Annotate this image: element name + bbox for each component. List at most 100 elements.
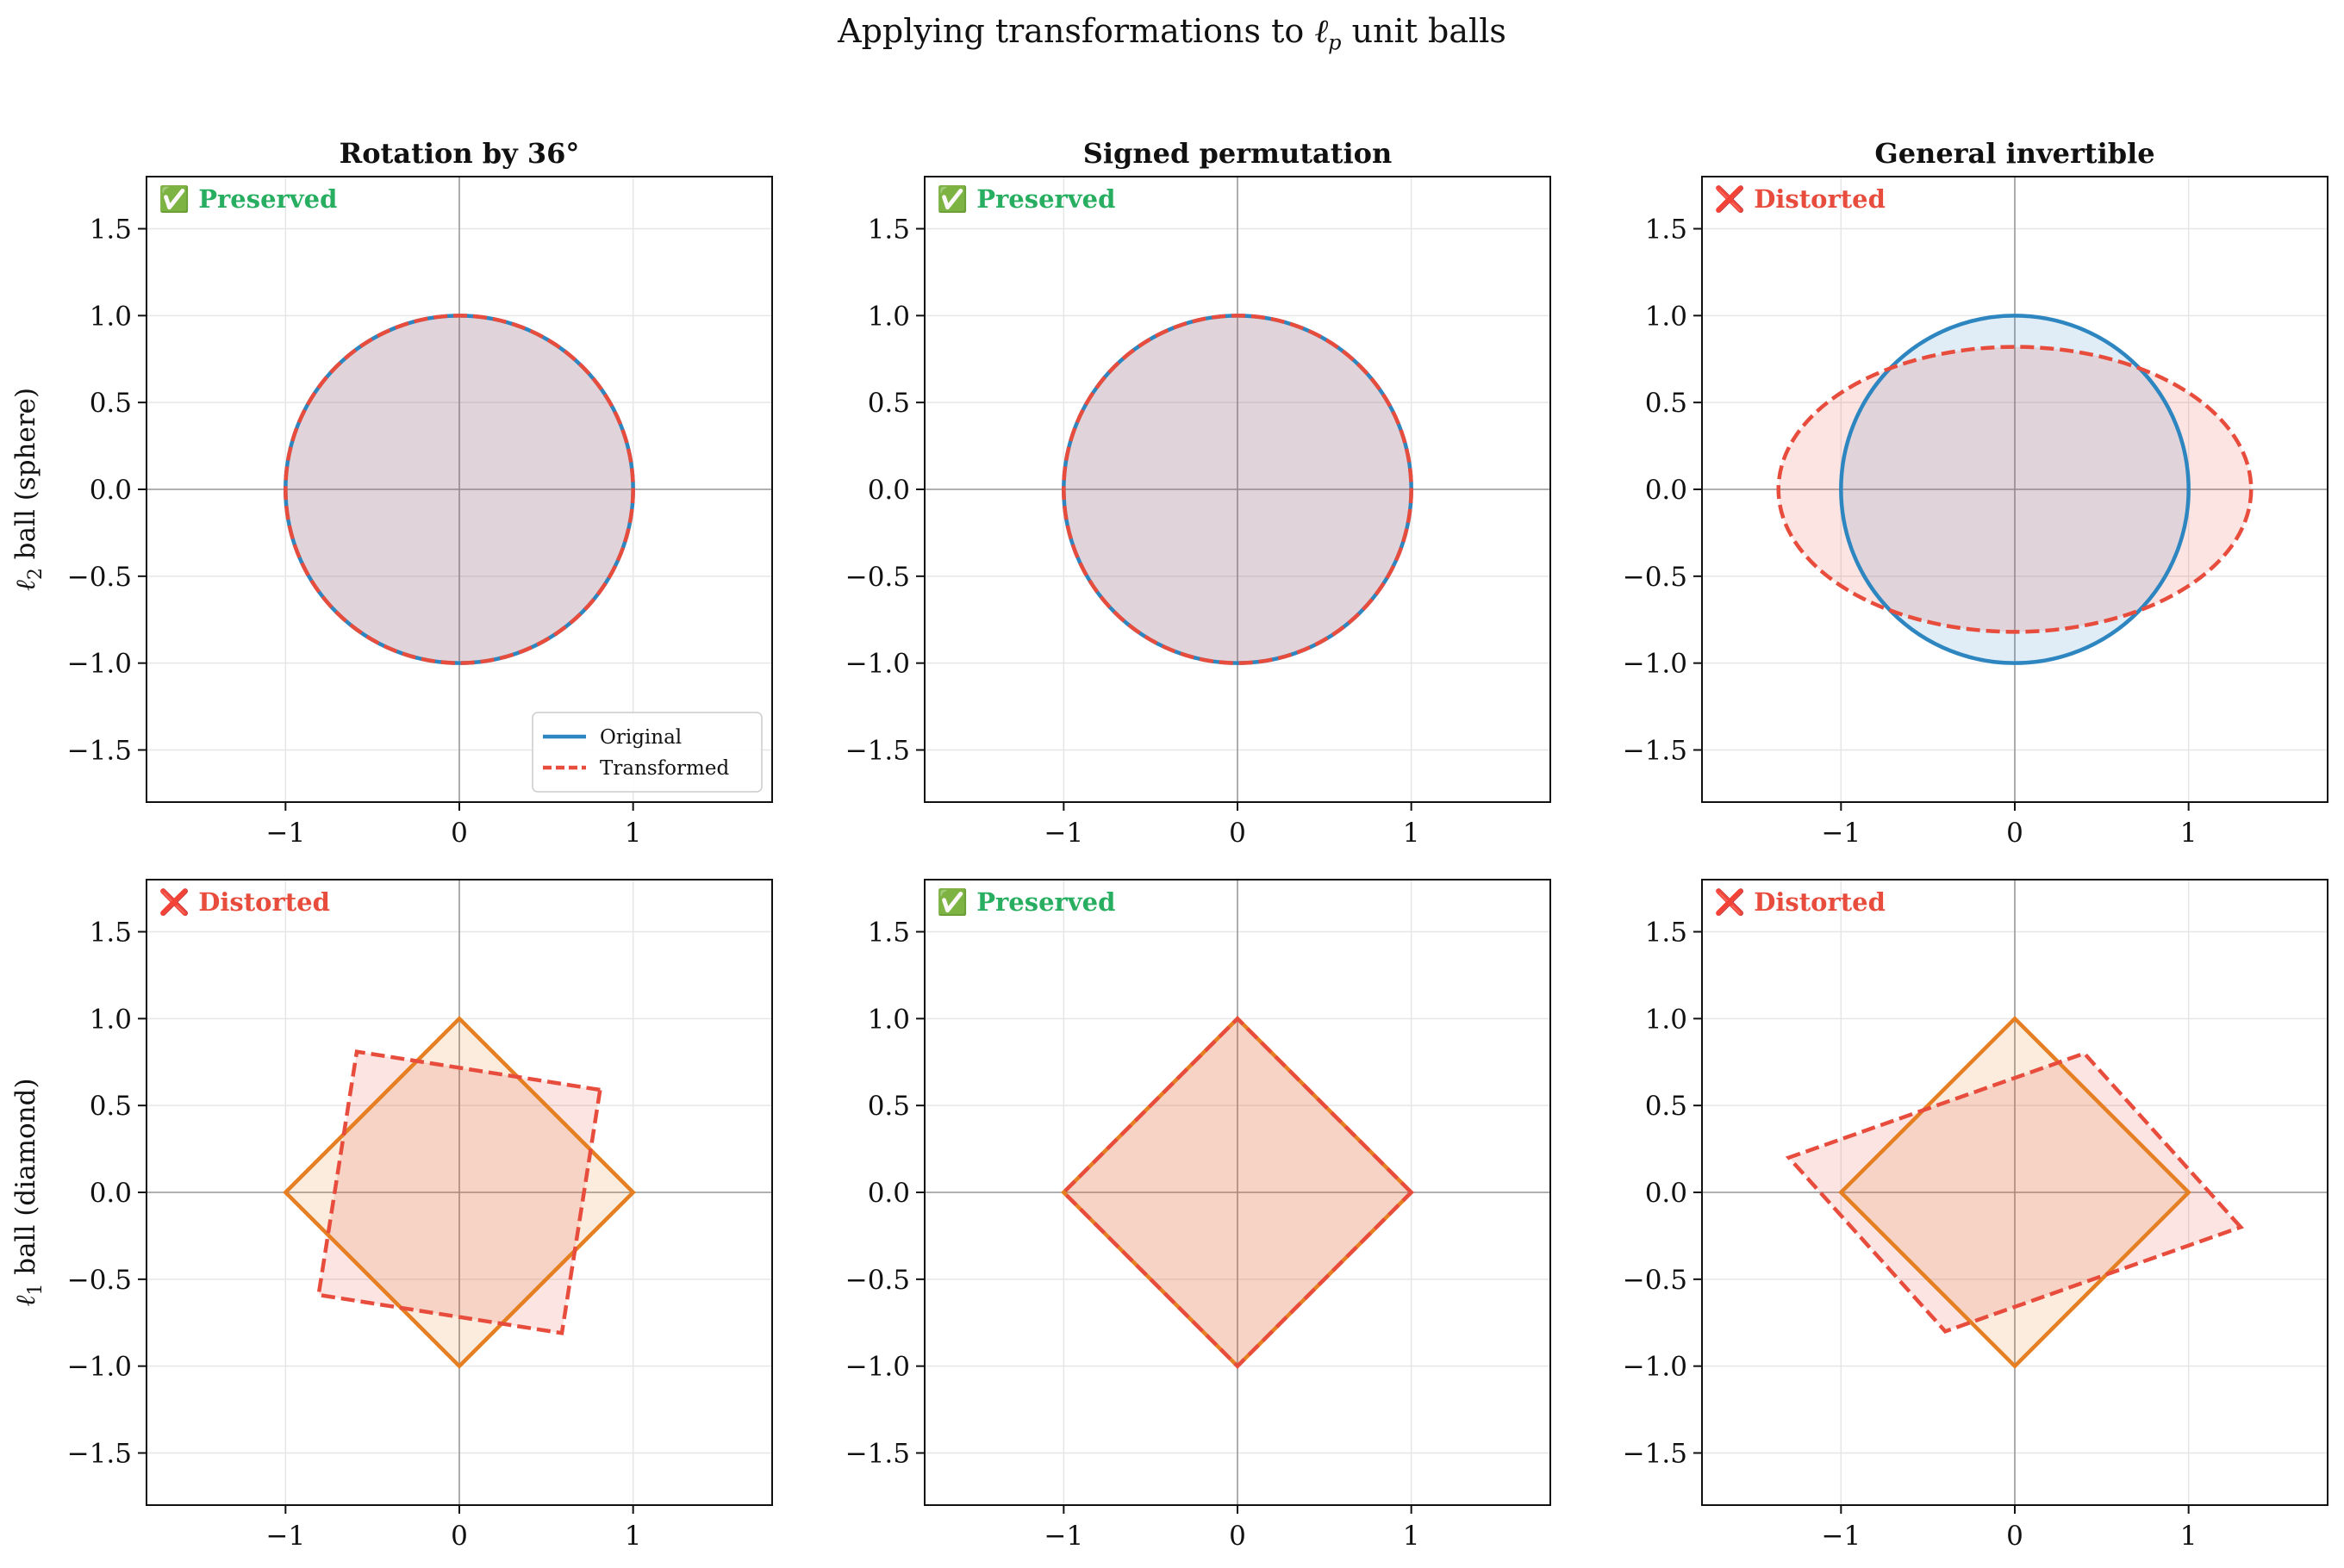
y-tick-label: −1.0	[845, 649, 910, 680]
check-icon: ✅	[937, 184, 976, 214]
x-tick-label: −1	[1044, 818, 1083, 849]
y-tick-label: 0.0	[1645, 475, 1687, 506]
x-tick-label: 0	[2006, 1521, 2023, 1552]
transformed-diamond-outline	[316, 1049, 602, 1335]
y-tick-label: 0.5	[90, 1091, 132, 1122]
x-tick-label: 0	[1229, 818, 1246, 849]
row-label: ℓ1 ball (diamond)	[10, 1078, 47, 1306]
y-tick-label: −1.5	[845, 1439, 910, 1470]
cross-icon: ❌	[1714, 887, 1754, 918]
y-tick-label: 1.0	[868, 1004, 910, 1035]
row-label-text: ball (diamond)	[10, 1078, 41, 1283]
transformed-diamond-outline	[1785, 1051, 2245, 1334]
y-tick-label: −0.5	[1623, 1265, 1687, 1296]
row-label-sub: 1	[25, 1284, 47, 1296]
y-tick-label: −0.5	[845, 562, 910, 593]
x-tick-label: 0	[451, 818, 468, 849]
row-label-ell: ℓ	[10, 1296, 41, 1307]
panel-r1-c1-plot-area	[925, 880, 1550, 1505]
y-tick-label: 0.0	[868, 1178, 910, 1209]
status-badge: ✅ Preserved	[937, 887, 1115, 917]
original-circle-fill	[1841, 315, 2189, 663]
original-circle-fill	[285, 315, 633, 663]
y-tick-label: −1.5	[1623, 736, 1687, 767]
panel-r1-c0: −1 0 1 −1.5 −1.0 −0.5 0.0 0.5 1.0 1.5 ❌ Distorted ℓ…	[10, 879, 773, 1552]
transformed-circle-fill	[1778, 346, 2252, 632]
x-tick-label: 0	[2006, 818, 2023, 849]
y-tick-label: 1.5	[1645, 215, 1687, 246]
y-tick-label: 0.5	[1645, 388, 1687, 419]
transformed-circle-fill	[285, 315, 633, 663]
status-label: Distorted	[1754, 184, 1886, 214]
transformed-circle-outline	[284, 314, 635, 665]
x-tick-label: −1	[1821, 1521, 1861, 1552]
legend: Original Transformed	[532, 712, 763, 793]
status-badge: ✅ Preserved	[937, 184, 1115, 214]
x-tick-label: 1	[1403, 1521, 1420, 1552]
panel-r0-c1: −1 0 1 −1.5 −1.0 −0.5 0.0 0.5 1.0 1.5 Signed permu…	[845, 137, 1551, 849]
y-tick-label: −1.0	[1623, 1352, 1687, 1383]
transformed-circle-outline	[1062, 314, 1413, 665]
y-tick-label: 0.0	[868, 475, 910, 506]
check-icon: ✅	[937, 887, 976, 917]
suptitle-prefix: Applying transformations to	[838, 12, 1315, 50]
panel-r0-c1-plot-area	[925, 177, 1550, 802]
cross-icon: ❌	[159, 887, 198, 918]
x-tick-label: 0	[1229, 1521, 1246, 1552]
y-tick-label: −1.0	[1623, 649, 1687, 680]
y-tick-label: 0.5	[1645, 1091, 1687, 1122]
y-tick-label: −1.0	[845, 1352, 910, 1383]
transformed-circle-outline	[1776, 345, 2254, 634]
status-label: Distorted	[198, 887, 330, 917]
panel-r1-c1: −1 0 1 −1.5 −1.0 −0.5 0.0 0.5 1.0 1.5 ✅ Preserved	[845, 879, 1551, 1552]
panel-r1-c0-plot-area	[146, 880, 772, 1505]
row-label-ell: ℓ	[10, 580, 41, 591]
y-tick-label: 1.5	[90, 918, 132, 949]
original-diamond-outline	[1838, 1016, 2191, 1369]
row-label-sub: 2	[25, 568, 47, 580]
suptitle-sub: p	[1328, 30, 1342, 55]
legend-box	[532, 712, 763, 793]
y-tick-label: 0.0	[90, 1178, 132, 1209]
panel-r0-c0-plot-area	[146, 177, 772, 802]
status-label: Preserved	[976, 184, 1115, 214]
status-badge: ❌ Distorted	[1714, 184, 1886, 215]
row-label-text: ball (sphere)	[10, 388, 41, 568]
panel-r1-c2-plot-area	[1702, 880, 2328, 1505]
x-tick-label: −1	[1821, 818, 1861, 849]
x-tick-label: 1	[2180, 818, 2198, 849]
cross-icon: ❌	[1714, 184, 1754, 215]
y-tick-label: −1.5	[67, 1439, 132, 1470]
x-tick-label: −1	[265, 818, 305, 849]
y-tick-label: −0.5	[67, 562, 132, 593]
status-label: Distorted	[1754, 887, 1886, 917]
status-badge: ❌ Distorted	[1714, 887, 1886, 918]
x-tick-label: 1	[2180, 1521, 2198, 1552]
y-tick-label: 1.0	[868, 301, 910, 332]
original-circle-outline	[1839, 314, 2191, 665]
original-circle-fill	[1063, 315, 1412, 663]
y-tick-label: −1.5	[845, 736, 910, 767]
y-tick-label: 1.0	[90, 301, 132, 332]
y-tick-label: 1.0	[1645, 301, 1687, 332]
x-tick-label: −1	[265, 1521, 305, 1552]
y-tick-label: 1.5	[868, 918, 910, 949]
legend-original-label: Original	[600, 726, 682, 749]
suptitle-ell: ℓ	[1314, 12, 1329, 50]
y-tick-label: 1.0	[90, 1004, 132, 1035]
figure-suptitle: Applying transformations to ℓp unit ball…	[0, 12, 2344, 55]
y-tick-label: 0.5	[868, 388, 910, 419]
status-label: Preserved	[976, 887, 1115, 917]
y-tick-label: 0.5	[868, 1091, 910, 1122]
y-tick-label: −1.0	[67, 649, 132, 680]
y-tick-label: 1.5	[868, 215, 910, 246]
panel-title: General invertible	[1874, 137, 2154, 170]
status-badge: ✅ Preserved	[159, 184, 337, 214]
y-tick-label: 1.5	[90, 215, 132, 246]
x-tick-label: 0	[451, 1521, 468, 1552]
y-tick-label: −1.5	[1623, 1439, 1687, 1470]
panel-title: Rotation by 36°	[340, 137, 580, 170]
y-tick-label: 1.5	[1645, 918, 1687, 949]
y-tick-label: −0.5	[1623, 562, 1687, 593]
